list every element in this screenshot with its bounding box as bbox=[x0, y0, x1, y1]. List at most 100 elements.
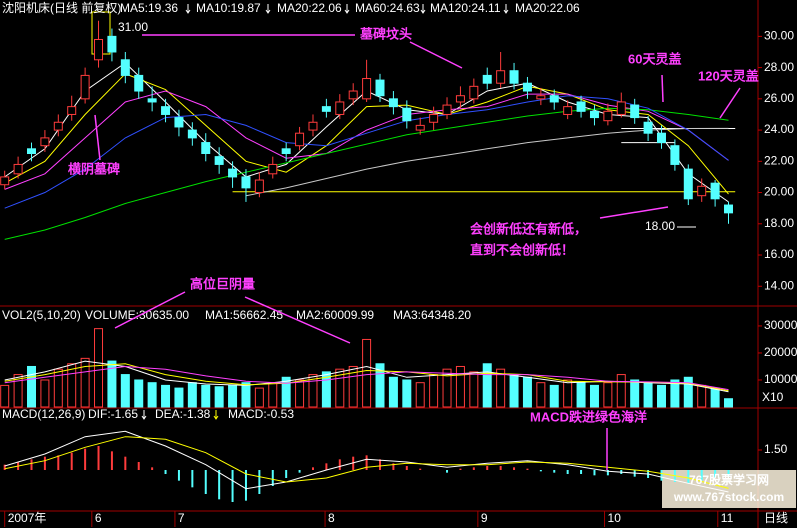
x-tick-label: 6 bbox=[95, 511, 102, 525]
volume-bar bbox=[509, 374, 519, 408]
y-tick-label: 30.00 bbox=[764, 29, 794, 43]
annotation: 高位巨阴量 bbox=[190, 276, 255, 291]
candle-body bbox=[630, 104, 640, 119]
volume-bar bbox=[710, 387, 720, 408]
candle-body bbox=[563, 106, 573, 115]
volume-bar bbox=[496, 368, 506, 408]
candle-body bbox=[429, 113, 439, 123]
legend-entry: MACD:-0.53 bbox=[228, 407, 294, 421]
candle-body bbox=[40, 137, 50, 147]
ma-line bbox=[4, 365, 729, 391]
legend-entry: MA3:64348.20 bbox=[393, 308, 471, 322]
y-tick-label: 24.00 bbox=[764, 122, 794, 136]
candle-body bbox=[295, 132, 305, 147]
candle-body bbox=[710, 182, 720, 200]
legend-entry: MA1:56662.45 bbox=[205, 308, 283, 322]
volume-bar bbox=[187, 382, 197, 408]
legend-entry: MA5:19.36 bbox=[120, 1, 178, 15]
legend-arrow bbox=[420, 4, 426, 14]
legend-entry: MA10:19.87 bbox=[196, 1, 261, 15]
candle-body bbox=[724, 204, 734, 214]
annotation-arrow bbox=[599, 206, 669, 219]
candle-body bbox=[362, 78, 372, 100]
candle-body bbox=[147, 98, 157, 103]
x-tick-label: 2007年 bbox=[8, 511, 47, 525]
volume-bar bbox=[402, 379, 412, 408]
candle-body bbox=[201, 142, 211, 155]
volume-bar bbox=[482, 363, 492, 408]
legend-arrow bbox=[213, 410, 219, 420]
ma-line bbox=[4, 363, 729, 392]
y-tick-label: 14.00 bbox=[764, 278, 794, 292]
candle-body bbox=[509, 70, 519, 84]
volume-bar bbox=[522, 376, 532, 408]
candle-body bbox=[643, 121, 653, 134]
axis-note: X10 bbox=[762, 390, 784, 404]
legend-arrow bbox=[265, 4, 271, 14]
candle-body bbox=[308, 121, 318, 131]
y-tick-label: 30000 bbox=[764, 318, 797, 332]
volume-bar bbox=[13, 374, 23, 408]
volume-bar bbox=[683, 376, 693, 408]
annotation-arrow bbox=[94, 114, 101, 161]
legend-entry: MA20:22.06 bbox=[515, 1, 580, 15]
volume-bar bbox=[415, 382, 425, 408]
y-tick-label: 20000 bbox=[764, 345, 797, 359]
volume-bar bbox=[40, 379, 50, 408]
candle-body bbox=[616, 101, 626, 115]
volume-bar bbox=[174, 387, 184, 408]
volume-bar bbox=[724, 398, 734, 408]
y-tick-label: 1.50 bbox=[764, 442, 788, 456]
ma-line bbox=[245, 127, 729, 197]
y-tick-label: 26.00 bbox=[764, 91, 794, 105]
candle-body bbox=[53, 121, 63, 131]
volume-bar bbox=[295, 379, 305, 408]
legend-arrow bbox=[344, 4, 350, 14]
candle-body bbox=[241, 176, 251, 189]
volume-bar bbox=[335, 368, 345, 408]
volume-bar bbox=[214, 386, 224, 408]
legend-entry: MA20:22.06 bbox=[277, 1, 342, 15]
volume-bar bbox=[375, 363, 385, 408]
volume-bar bbox=[321, 371, 331, 408]
volume-bar bbox=[147, 382, 157, 408]
y-tick-label: 22.00 bbox=[764, 153, 794, 167]
volume-bar bbox=[254, 387, 264, 408]
annotation-arrow bbox=[661, 74, 664, 103]
volume-bar bbox=[281, 376, 291, 408]
x-tick-label: 8 bbox=[328, 511, 335, 525]
volume-bar bbox=[429, 374, 439, 408]
volume-bar bbox=[697, 384, 707, 408]
candle-body bbox=[13, 163, 23, 175]
volume-bar bbox=[388, 376, 398, 408]
volume-bar bbox=[589, 384, 599, 408]
candle-body bbox=[589, 110, 599, 119]
volume-bar bbox=[469, 371, 479, 408]
volume-bar bbox=[107, 360, 117, 408]
annotation: 60天灵盖 bbox=[628, 51, 681, 66]
candle-body bbox=[335, 101, 345, 115]
volume-bar bbox=[53, 368, 63, 408]
candle-body bbox=[281, 148, 291, 155]
annotation-arrow bbox=[409, 41, 463, 69]
x-tick-label: 10 bbox=[608, 511, 622, 525]
candle-body bbox=[174, 117, 184, 128]
x-tick-label: 7 bbox=[178, 511, 185, 525]
volume-bar bbox=[576, 382, 586, 408]
candle-body bbox=[469, 85, 479, 100]
candle-body bbox=[26, 148, 36, 155]
volume-bar bbox=[268, 382, 278, 408]
y-tick-label: 20.00 bbox=[764, 185, 794, 199]
annotation: 墓碑坟头 bbox=[359, 26, 412, 41]
legend-arrow bbox=[141, 410, 147, 420]
ma-line bbox=[4, 95, 729, 209]
candle-body bbox=[228, 168, 238, 178]
volume-bar bbox=[536, 382, 546, 408]
volume-bar bbox=[563, 379, 573, 408]
y-tick-label: 10000 bbox=[764, 372, 797, 386]
candle-body bbox=[522, 82, 532, 92]
annotation-arrow bbox=[114, 291, 186, 329]
volume-bar bbox=[0, 384, 10, 408]
volume-bar bbox=[94, 328, 104, 408]
